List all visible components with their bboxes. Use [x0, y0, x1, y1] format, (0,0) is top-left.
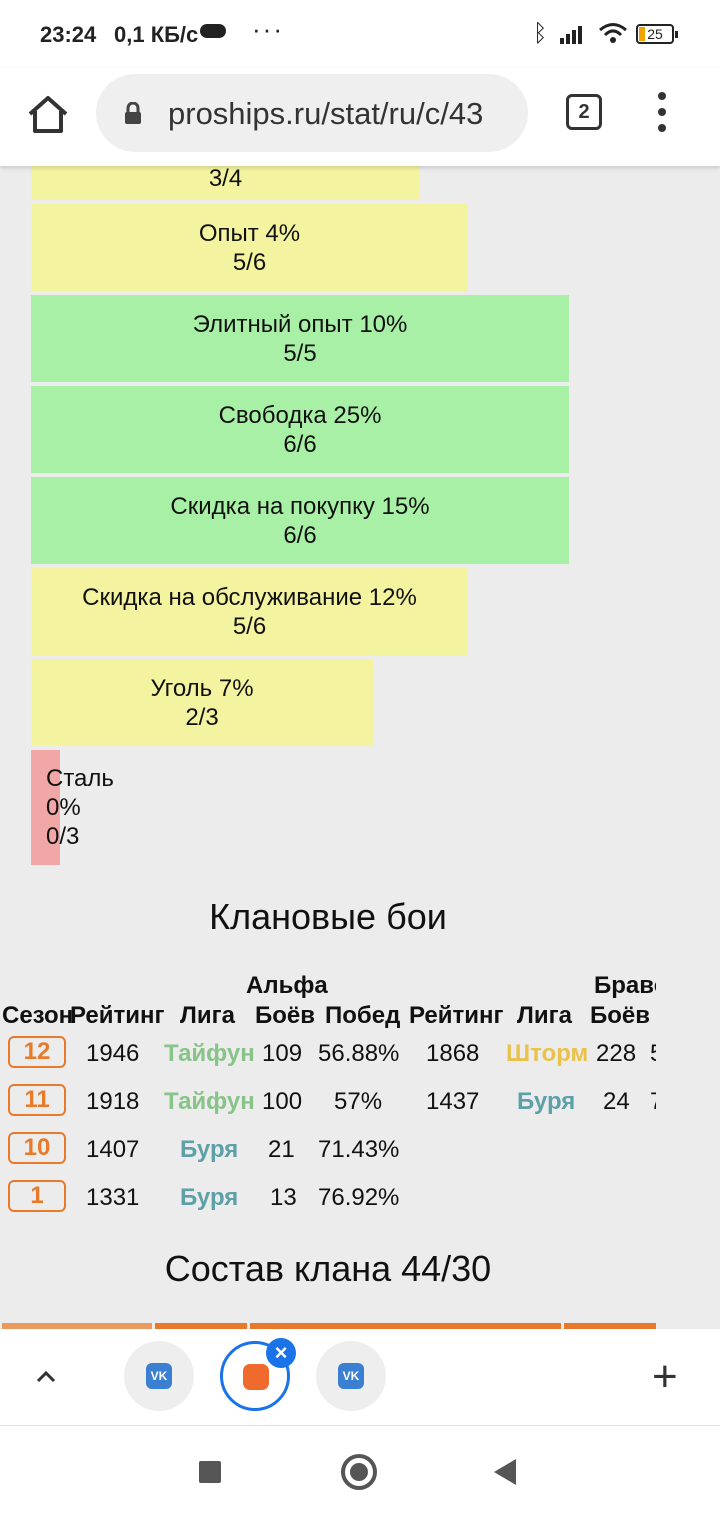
wins-cell: 56.88% — [318, 1040, 400, 1067]
tab-switcher-bar: VK VK + — [0, 1329, 720, 1426]
tab-vk[interactable]: VK — [316, 1341, 386, 1411]
battles-bravo-cell: 228 — [596, 1040, 637, 1067]
table-header-strip — [564, 1323, 656, 1329]
season-badge[interactable]: 11 — [8, 1084, 66, 1116]
battles-cell: 109 — [262, 1040, 303, 1067]
tab-vk[interactable]: VK — [124, 1341, 194, 1411]
bonus-bar-title: Сталь — [46, 765, 114, 792]
browser-toolbar: proships.ru/stat/ru/c/43 2 — [0, 68, 720, 166]
cloud-icon — [200, 24, 226, 38]
bonus-bar-title: Скидка на покупку 15% — [170, 492, 430, 520]
battery-icon: 25 — [636, 24, 678, 44]
season-badge[interactable]: 1 — [8, 1180, 66, 1212]
bonus-bar-title: Свободка 25% — [218, 401, 382, 429]
home-nav-icon[interactable] — [341, 1454, 377, 1490]
signal-icon — [560, 26, 582, 44]
season-badge[interactable]: 12 — [8, 1036, 66, 1068]
rating-cell: 1407 — [86, 1136, 140, 1163]
wins-cell: 76.92% — [318, 1184, 400, 1211]
league-cell: Буря — [180, 1184, 239, 1211]
league-cell: Тайфун — [164, 1040, 255, 1067]
status-bar: 23:24 0,1 КБ/с ··· ᛒ 25 — [0, 0, 720, 68]
home-icon[interactable] — [24, 90, 72, 138]
clipped-cell: 5 — [650, 1040, 656, 1068]
bonus-bar-value: 2/3 — [185, 703, 219, 731]
league-cell: Тайфун — [164, 1088, 255, 1115]
wifi-icon — [599, 23, 627, 43]
rating-cell: 1946 — [86, 1040, 140, 1067]
recents-icon[interactable] — [199, 1461, 221, 1483]
column-header: Рейтинг — [409, 1002, 504, 1029]
clan-roster-heading: Состав клана 44/30 — [164, 1248, 492, 1289]
league-cell: Буря — [180, 1136, 239, 1163]
address-bar[interactable]: proships.ru/stat/ru/c/43 — [96, 74, 528, 152]
bonus-bar: 3/4 — [31, 160, 420, 199]
chevron-up-icon[interactable] — [36, 1367, 56, 1387]
bonus-bar-value: 6/6 — [283, 430, 317, 458]
bonus-bar: Уголь 7% 2/3 — [31, 659, 373, 746]
more-notifications-icon: ··· — [252, 14, 284, 44]
overflow-menu-icon[interactable] — [652, 92, 672, 132]
wins-cell: 71.43% — [318, 1136, 400, 1163]
bonus-bar-value: 5/6 — [232, 248, 267, 276]
bluetooth-icon: ᛒ — [533, 20, 548, 47]
tab-active[interactable] — [220, 1341, 290, 1411]
battles-cell: 21 — [268, 1136, 295, 1163]
clipped-cell: 7 — [650, 1088, 656, 1116]
table-header-strip — [2, 1323, 152, 1329]
bonus-bar-percent: 0% — [46, 794, 81, 821]
rating-bravo-cell: 1437 — [426, 1088, 480, 1115]
status-time: 23:24 — [40, 22, 97, 47]
column-header: Лига — [517, 1002, 572, 1029]
bonus-bar-title: Скидка на обслуживание 12% — [82, 583, 417, 611]
bonus-bar-value: 5/5 — [283, 339, 317, 367]
group-header-bravo: Браво — [594, 972, 656, 999]
bonus-bar: Опыт 4% 5/6 — [31, 204, 468, 291]
column-header: Лига — [180, 1002, 235, 1029]
back-icon[interactable] — [494, 1459, 516, 1485]
column-header: Сезон — [2, 1002, 74, 1029]
bonus-bar-title: Уголь 7% — [150, 674, 254, 702]
url-text: proships.ru/stat/ru/c/43 — [168, 96, 484, 131]
bonus-bar-title: Элитный опыт 10% — [192, 310, 408, 338]
bonus-bar-value: 3/4 — [208, 165, 243, 192]
battles-bravo-cell: 24 — [603, 1088, 630, 1115]
system-nav-bar — [0, 1426, 720, 1520]
table-header-strip — [250, 1323, 561, 1329]
season-badge[interactable]: 10 — [8, 1132, 66, 1164]
league-bravo-cell: Шторм — [506, 1040, 589, 1067]
wins-cell: 57% — [334, 1088, 383, 1115]
battles-cell: 13 — [270, 1184, 297, 1211]
app-icon — [243, 1364, 269, 1390]
bonus-bar: Элитный опыт 10% 5/5 — [31, 295, 569, 382]
column-header: Боёв — [590, 1002, 651, 1029]
status-speed: 0,1 КБ/с — [114, 22, 199, 47]
new-tab-button[interactable]: + — [652, 1352, 678, 1401]
vk-icon: VK — [146, 1363, 172, 1389]
bonus-bar: Скидка на обслуживание 12% 5/6 — [31, 568, 468, 655]
rating-cell: 1331 — [86, 1184, 140, 1211]
column-header: Боёв — [255, 1002, 316, 1029]
bonus-bar-value: 0/3 — [46, 823, 80, 850]
tab-count-button[interactable]: 2 — [566, 94, 602, 130]
vk-icon: VK — [338, 1363, 364, 1389]
bonus-bar-title: Опыт 4% — [198, 219, 301, 247]
column-header: Рейтинг — [70, 1002, 165, 1029]
clan-battles-heading: Клановые бои — [209, 896, 447, 937]
battles-cell: 100 — [262, 1088, 303, 1115]
close-tab-icon[interactable]: × — [266, 1338, 296, 1368]
rating-cell: 1918 — [86, 1088, 140, 1115]
bonus-bar-value: 6/6 — [283, 521, 317, 549]
league-bravo-cell: Буря — [517, 1088, 576, 1115]
bonus-bar-value: 5/6 — [232, 612, 267, 640]
lock-icon — [125, 102, 141, 124]
table-header-strip — [155, 1323, 247, 1329]
bonus-bar: Свободка 25% 6/6 — [31, 386, 569, 473]
column-header: Побед — [325, 1002, 401, 1029]
rating-bravo-cell: 1868 — [426, 1040, 480, 1067]
bonus-bar: Скидка на покупку 15% 6/6 — [31, 477, 569, 564]
group-header-alpha: Альфа — [246, 972, 328, 999]
bonus-bar: Сталь 0% 0/3 — [31, 750, 114, 865]
